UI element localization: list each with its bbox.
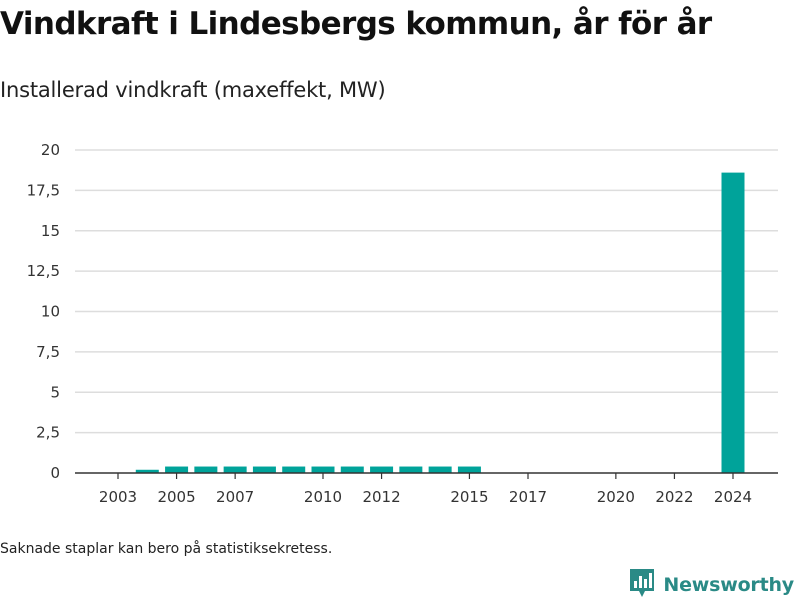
y-tick-label: 12,5 [27, 262, 60, 280]
bar [721, 172, 745, 474]
bar [252, 466, 276, 473]
y-tick-label: 7,5 [36, 343, 60, 361]
x-axis: 2003 2005 2007 2010 2012 2015 2017 2020 2022 2024 [75, 472, 778, 506]
y-tick-label: 0 [50, 464, 60, 482]
brand-name: Newsworthy [663, 574, 794, 596]
x-tick-label: 2010 [304, 488, 342, 506]
bar [340, 466, 364, 473]
bar [223, 466, 247, 473]
bar [370, 466, 394, 473]
chart-subtitle: Installerad vindkraft (maxeffekt, MW) [0, 78, 386, 102]
x-tick-label: 2012 [362, 488, 400, 506]
bar [457, 466, 481, 473]
x-tick-label: 2024 [714, 488, 752, 506]
bar [194, 466, 218, 473]
bars [135, 172, 745, 474]
y-axis-ticks: 0 2,5 5 7,5 10 12,5 15 17,5 20 [27, 141, 60, 482]
y-tick-label: 15 [41, 222, 60, 240]
grid-lines [75, 149, 778, 434]
y-tick-label: 10 [41, 303, 60, 321]
x-tick-label: 2003 [99, 488, 137, 506]
chart-title: Vindkraft i Lindesbergs kommun, år för å… [0, 6, 712, 42]
bar [135, 469, 159, 473]
brand-logo[interactable]: Newsworthy [629, 568, 794, 602]
bar [428, 466, 452, 473]
x-tick-label: 2017 [509, 488, 547, 506]
bar-chart-logo-icon [629, 568, 655, 602]
y-tick-label: 5 [50, 383, 60, 401]
x-tick-label: 2015 [450, 488, 488, 506]
bar [399, 466, 423, 473]
x-tick-label: 2007 [216, 488, 254, 506]
bar [282, 466, 306, 473]
x-tick-label: 2022 [655, 488, 693, 506]
x-tick-label: 2005 [157, 488, 195, 506]
y-tick-label: 17,5 [27, 181, 60, 199]
y-tick-label: 20 [41, 141, 60, 159]
bar [165, 466, 189, 473]
x-tick-label: 2020 [597, 488, 635, 506]
footnote: Saknade staplar kan bero på statistiksek… [0, 541, 333, 557]
y-tick-label: 2,5 [36, 424, 60, 442]
bar [311, 466, 335, 473]
